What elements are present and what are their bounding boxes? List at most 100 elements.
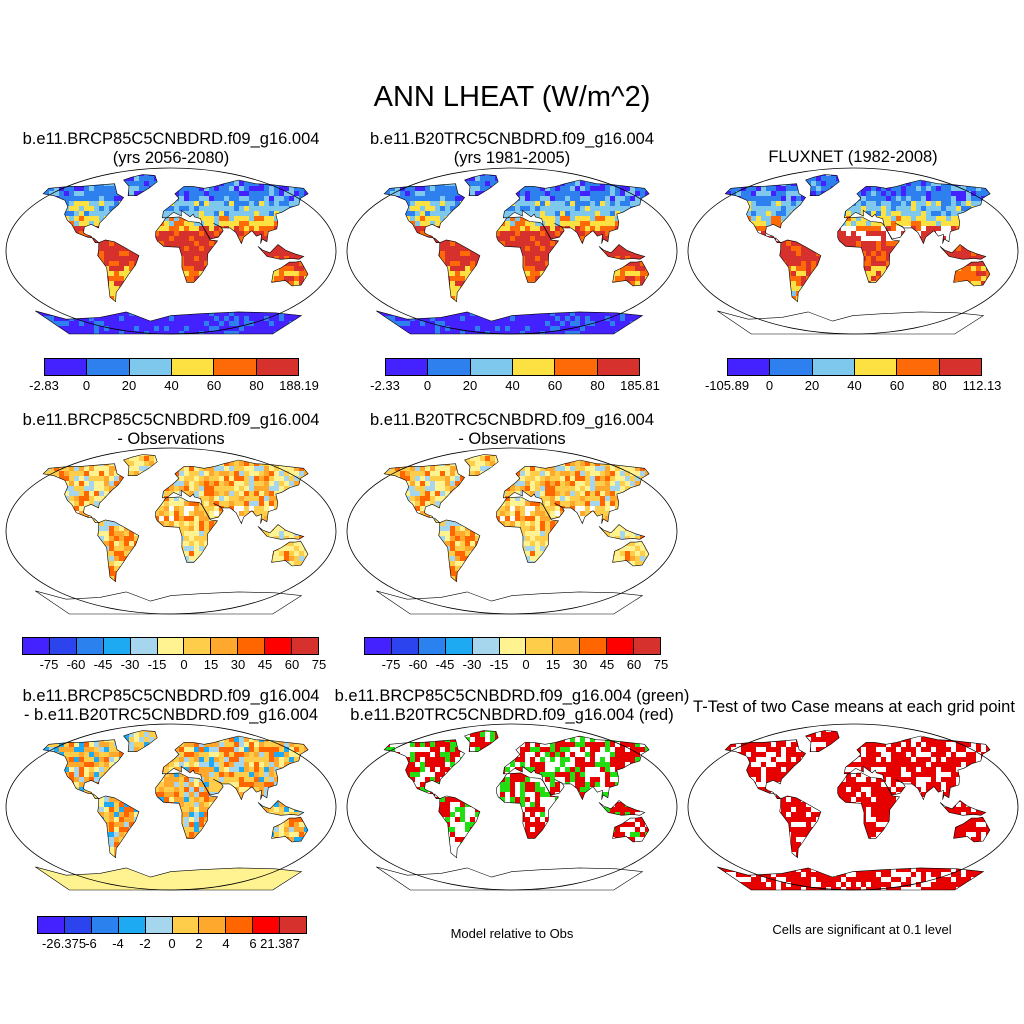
colorbar-tick-label: 188.19 [279,378,319,393]
coastline [123,174,158,196]
colorbar-tick-label: 30 [572,657,588,672]
colorbar-swatch [470,359,513,375]
colorbar-tick-label: 20 [804,378,820,393]
coastline [496,772,560,839]
coastline [97,239,140,303]
colorbar-swatch [391,638,419,654]
coastline [35,866,303,891]
colorbar-tick-label: 80 [590,378,605,393]
colorbar-tick-label: 0 [765,378,774,393]
coastline [496,216,560,283]
colorbar-swatch [597,359,639,375]
panel-title-line: (yrs 1981-2005) [453,149,571,167]
colorbar-swatch [728,359,771,375]
colorbar-tick-label: -2.83 [29,378,59,393]
colorbar-tick-label: 60 [547,378,563,393]
colorbar-swatch [418,638,446,654]
colorbar-tick-label: 21.387 [260,936,300,951]
map-boundary [346,447,678,615]
footnote-significance: Cells are significant at 0.1 level [772,922,952,937]
colorbar-swatch [214,359,257,375]
coastline [837,216,901,283]
colorbar-swatch [211,638,239,654]
map-boundary [346,167,678,335]
colorbar-swatch [145,917,173,933]
colorbar-swatch [172,917,200,933]
colorbar-case1-obs [22,637,319,655]
colorbar-swatch [472,638,500,654]
coastline [502,179,650,245]
coastline [376,310,644,335]
panel-title-line: - Observations [458,430,566,448]
colorbar-swatch [526,638,554,654]
colorbar-tick-label: -26.375 [41,936,87,951]
coastline [161,459,309,525]
colorbar-swatch [280,917,307,933]
coastline [502,459,650,525]
panel-title-line: T-Test of two Case means at each grid po… [693,698,1015,716]
colorbar-tick-label: 0 [168,936,176,951]
coastline [464,174,499,196]
colorbar-swatch [607,638,635,654]
coastline [271,816,309,843]
colorbar-tick-label: 6 [249,936,257,951]
coastline [271,540,309,567]
colorbar-swatch [157,638,185,654]
colorbar-swatch [87,359,130,375]
coastline [376,590,644,615]
coastline [598,524,646,540]
panel-title-line: b.e11.B20TRC5CNBDRD.f09_g16.004 [369,411,655,429]
colorbar-tick-label: 185.81 [620,378,660,393]
panel-title-line: (yrs 2056-2080) [112,149,230,167]
coastline [805,730,840,752]
coastline [383,463,466,523]
map-boundary [5,723,337,891]
panel-title-case2: b.e11.B20TRC5CNBDRD.f09_g16.004 (yrs 198… [345,130,679,168]
map-boundary [346,723,678,891]
panel-title-obs: FLUXNET (1982-2008) [686,148,1020,167]
coastline [97,795,140,859]
colorbar-swatch [897,359,940,375]
panel-title-case2-obs: b.e11.B20TRC5CNBDRD.f09_g16.004 - Observ… [345,411,679,449]
colorbar-swatch [553,638,581,654]
colorbar-swatch [184,638,212,654]
colorbar-case1 [44,358,299,376]
coastline [464,730,499,752]
colorbar-swatch [512,359,556,375]
colorbar-tick-label: -60 [408,657,428,672]
coastline [805,174,840,196]
coastline [612,540,650,567]
coastline [843,735,991,801]
colorbar-tick-label: 4 [222,936,230,951]
colorbar-tick-label: -60 [66,657,86,672]
coastline [383,183,466,243]
colorbar-tick-label: 80 [249,378,264,393]
map-case1-obs [5,447,337,615]
colorbar-swatch [580,638,608,654]
colorbar-swatch [253,917,281,933]
colorbar-tick-label: 40 [847,378,862,393]
colorbar-swatch [445,638,473,654]
colorbar-swatch [23,638,50,654]
coastline [939,244,987,260]
map-boundary [5,447,337,615]
colorbar-tick-label: -30 [462,657,482,672]
colorbar-swatch [499,638,527,654]
coastline [161,735,309,801]
coastline [717,866,985,891]
coastline [724,183,807,243]
map-ttest [687,723,1019,891]
colorbar-obs [727,358,982,376]
colorbar-swatch [812,359,855,375]
coastline [496,496,560,563]
footnote-model-relative: Model relative to Obs [450,926,574,941]
colorbar-swatch [939,359,981,375]
coastline [42,739,125,799]
coastline [717,310,985,335]
colorbar-tick-label: 60 [626,657,642,672]
coastline [724,739,807,799]
colorbar-swatch [634,638,660,654]
colorbar-tick-label: -4 [112,936,124,951]
colorbar-tick-label: 60 [206,378,222,393]
colorbar-swatch [199,917,227,933]
